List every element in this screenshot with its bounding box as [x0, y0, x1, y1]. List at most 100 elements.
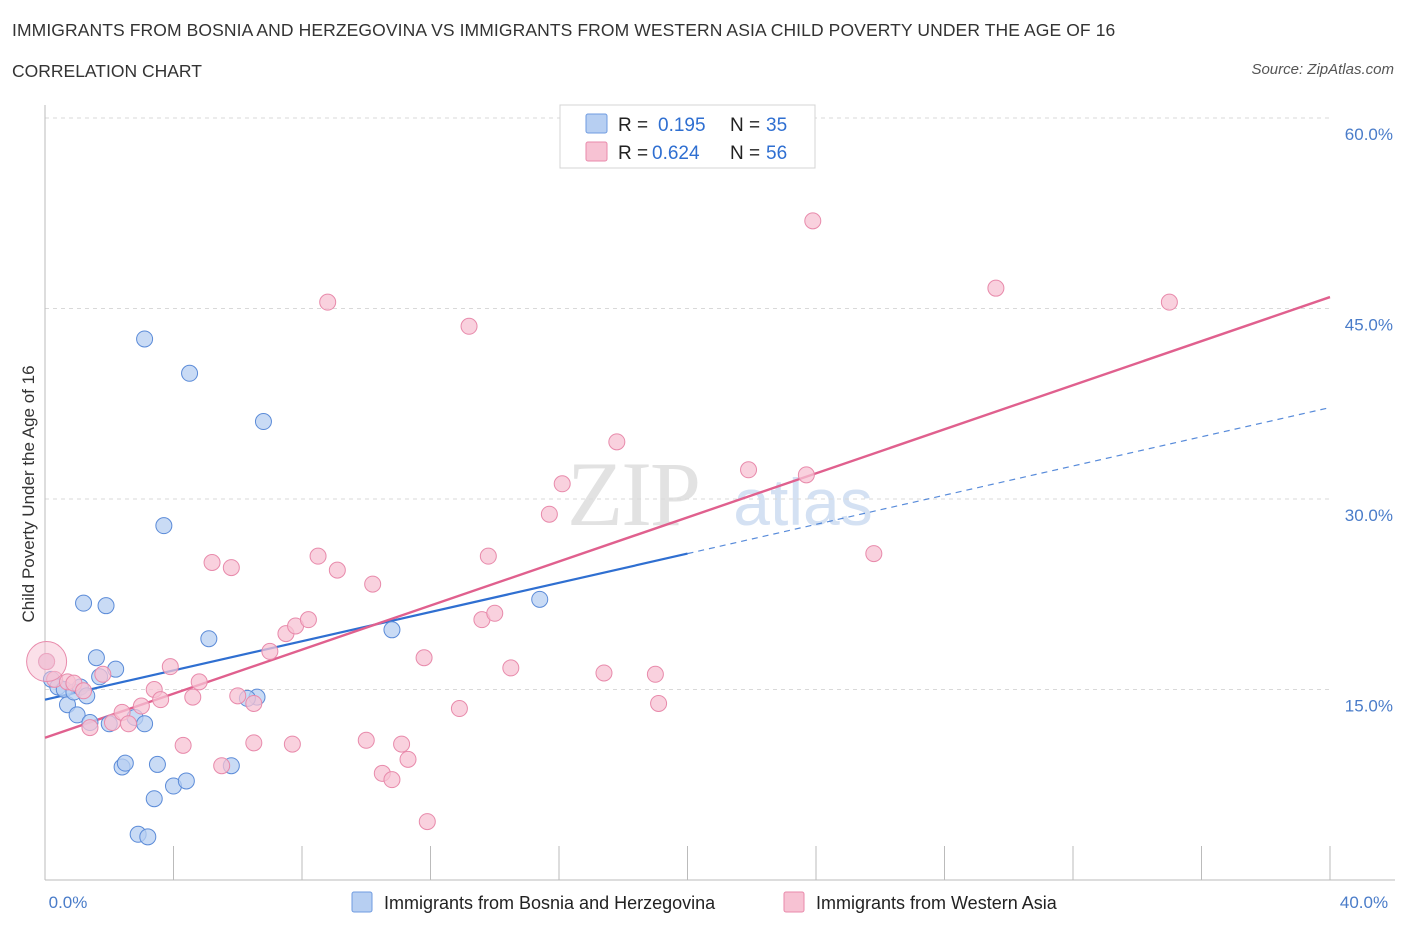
legend-bottom-label-pink: Immigrants from Western Asia: [816, 893, 1058, 913]
legend-bottom-swatch-blue: [351, 891, 373, 913]
western-asia-point-32: [364, 575, 382, 593]
western-asia-point-39: [450, 700, 468, 718]
western-asia-point-20: [229, 687, 247, 705]
bosnia-point-21: [139, 828, 157, 846]
bosnia-point-12: [97, 597, 115, 615]
bosnia-point-17: [116, 754, 134, 772]
western-asia-point-38: [418, 813, 436, 831]
bosnia-point-27: [181, 364, 199, 382]
watermark-zip: ZIP: [567, 443, 699, 545]
western-asia-point-52: [797, 466, 815, 484]
western-asia-point-34: [383, 771, 401, 789]
bosnia-point-28: [155, 517, 173, 535]
bosnia-point-26: [136, 330, 154, 348]
western-asia-point-49: [646, 665, 664, 683]
western-asia-point-25: [283, 735, 301, 753]
bosnia-point-10: [87, 649, 105, 667]
trend-lines: [44, 295, 1331, 739]
western-asia-point-23: [261, 642, 279, 660]
legend-n-label-blue: N =: [730, 115, 760, 136]
western-asia-point-4: [75, 682, 93, 700]
x-tick-label-min: 0.0%: [49, 893, 88, 912]
western-asia-point-46: [553, 475, 571, 493]
western-asia-point-54: [865, 545, 883, 563]
bosnia-point-25: [177, 772, 195, 790]
axes: [44, 105, 1395, 881]
western-asia-point-27: [299, 611, 317, 629]
chart-subtitle: CORRELATION CHART: [12, 61, 202, 81]
series-western-asia-points: [26, 212, 1178, 831]
western-asia-point-43: [486, 604, 504, 622]
bosnia-point-9: [75, 594, 93, 612]
legend-n-value-blue: 35: [766, 115, 787, 136]
western-asia-point-42: [479, 547, 497, 565]
western-asia-point-29: [319, 293, 337, 311]
source-label: Source: ZipAtlas.com: [1251, 61, 1394, 78]
western-asia-point-15: [184, 688, 202, 706]
bosnia-point-6: [68, 706, 86, 724]
western-asia-point-51: [740, 461, 758, 479]
western-asia-point-21: [245, 694, 263, 712]
western-asia-point-12: [152, 691, 170, 709]
legend-swatch-blue: [585, 113, 608, 134]
western-asia-point-31: [357, 731, 375, 749]
western-asia-point-13: [161, 658, 179, 676]
bosnia-point-29: [200, 630, 218, 648]
western-asia-point-22: [245, 734, 263, 752]
western-asia-point-44: [502, 659, 520, 677]
legend-r-label-blue: R =: [618, 115, 648, 136]
chart-title: IMMIGRANTS FROM BOSNIA AND HERZEGOVINA V…: [12, 20, 1116, 40]
western-asia-point-28: [309, 547, 327, 565]
y-tick-label: 60.0%: [1345, 125, 1393, 144]
legend-swatch-pink: [585, 141, 608, 162]
y-tick-label: 15.0%: [1345, 697, 1393, 716]
y-axis-label: Child Poverty Under the Age of 16: [19, 365, 38, 622]
western-asia-point-6: [94, 665, 112, 683]
western-asia-point-19: [222, 559, 240, 577]
western-asia-point-5: [81, 719, 99, 737]
western-asia-point-55: [987, 279, 1005, 297]
western-asia-point-47: [595, 664, 613, 682]
legend-r-label-pink: R =: [618, 143, 648, 164]
x-tick-label-max: 40.0%: [1340, 893, 1388, 912]
western-asia-cluster-marker: [26, 641, 68, 683]
western-asia-point-35: [393, 735, 411, 753]
western-asia-point-18: [213, 757, 231, 775]
legend-bottom-swatch-pink: [783, 891, 805, 913]
y-tick-labels: 15.0% 30.0% 45.0% 60.0%: [1345, 125, 1393, 716]
trend-line-western-asia: [44, 295, 1331, 739]
bosnia-point-23: [148, 755, 166, 773]
western-asia-point-30: [328, 561, 346, 579]
legend-n-value-pink: 56: [766, 143, 787, 164]
legend-n-label-pink: N =: [730, 143, 760, 164]
western-asia-point-9: [120, 715, 138, 733]
western-asia-point-45: [540, 505, 558, 523]
legend-r-value-pink: 0.624: [652, 143, 700, 164]
western-asia-point-53: [804, 212, 822, 230]
western-asia-point-50: [650, 694, 668, 712]
western-asia-point-37: [415, 649, 433, 667]
bosnia-point-34: [383, 621, 401, 639]
legend-bottom-label-blue: Immigrants from Bosnia and Herzegovina: [384, 893, 716, 913]
y-tick-label: 30.0%: [1345, 506, 1393, 525]
western-asia-point-40: [460, 317, 478, 335]
western-asia-point-56: [1160, 293, 1178, 311]
western-asia-point-10: [132, 697, 150, 715]
bosnia-point-33: [254, 413, 272, 431]
bosnia-point-19: [136, 715, 154, 733]
legend-r-value-blue: 0.195: [658, 115, 706, 136]
western-asia-point-36: [399, 750, 417, 768]
western-asia-point-16: [190, 673, 208, 691]
stats-legend: R = 0.195 N = 35 R = 0.624 N = 56: [559, 104, 816, 169]
bosnia-point-35: [531, 590, 549, 608]
western-asia-point-17: [203, 554, 221, 571]
gridlines: [45, 117, 1330, 690]
western-asia-point-14: [174, 736, 192, 754]
y-tick-label: 45.0%: [1345, 316, 1393, 335]
western-asia-point-48: [608, 433, 626, 451]
bosnia-point-22: [145, 790, 163, 808]
series-bosnia-points: [38, 330, 549, 846]
series-legend: Immigrants from Bosnia and Herzegovina I…: [351, 891, 1058, 913]
watermark: ZIP atlas: [567, 443, 873, 545]
